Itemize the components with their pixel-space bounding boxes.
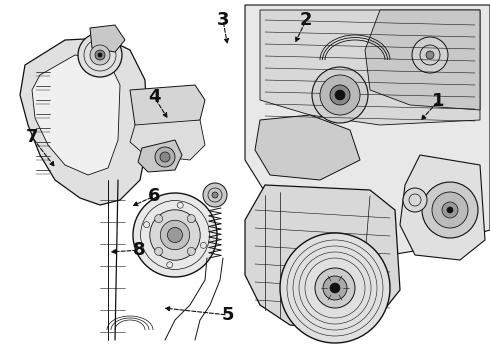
- Circle shape: [330, 283, 340, 293]
- Circle shape: [447, 207, 453, 213]
- Circle shape: [422, 182, 478, 238]
- Circle shape: [168, 228, 183, 243]
- Text: 5: 5: [221, 306, 234, 324]
- Circle shape: [203, 183, 227, 207]
- Polygon shape: [400, 155, 485, 260]
- Text: 7: 7: [25, 128, 38, 146]
- Circle shape: [155, 247, 163, 255]
- Circle shape: [160, 220, 190, 250]
- Polygon shape: [32, 55, 120, 175]
- Polygon shape: [245, 5, 490, 260]
- Polygon shape: [138, 140, 182, 172]
- Polygon shape: [245, 185, 400, 330]
- Circle shape: [90, 45, 110, 65]
- Text: 1: 1: [432, 92, 445, 110]
- Circle shape: [312, 67, 368, 123]
- Circle shape: [133, 193, 217, 277]
- Circle shape: [98, 53, 102, 57]
- Circle shape: [330, 85, 350, 105]
- Circle shape: [335, 90, 345, 100]
- Polygon shape: [130, 85, 205, 130]
- Polygon shape: [255, 115, 360, 180]
- Circle shape: [426, 51, 434, 59]
- Circle shape: [187, 247, 196, 255]
- Circle shape: [315, 268, 355, 308]
- Polygon shape: [365, 10, 480, 110]
- Circle shape: [155, 147, 175, 167]
- Circle shape: [320, 75, 360, 115]
- Polygon shape: [130, 120, 205, 160]
- Circle shape: [95, 50, 105, 60]
- Circle shape: [150, 210, 200, 260]
- Circle shape: [187, 215, 196, 223]
- Text: 6: 6: [148, 187, 161, 205]
- Circle shape: [323, 276, 347, 300]
- Circle shape: [160, 152, 170, 162]
- Text: 2: 2: [300, 11, 313, 29]
- Circle shape: [412, 37, 448, 73]
- Circle shape: [280, 233, 390, 343]
- Circle shape: [155, 215, 163, 223]
- Circle shape: [442, 202, 458, 218]
- Polygon shape: [20, 38, 148, 205]
- Circle shape: [78, 33, 122, 77]
- Circle shape: [212, 192, 218, 198]
- Circle shape: [432, 192, 468, 228]
- Text: 3: 3: [217, 11, 229, 29]
- Text: 4: 4: [148, 88, 161, 106]
- Text: 8: 8: [133, 241, 146, 259]
- Polygon shape: [90, 25, 125, 52]
- Polygon shape: [260, 10, 480, 125]
- Circle shape: [403, 188, 427, 212]
